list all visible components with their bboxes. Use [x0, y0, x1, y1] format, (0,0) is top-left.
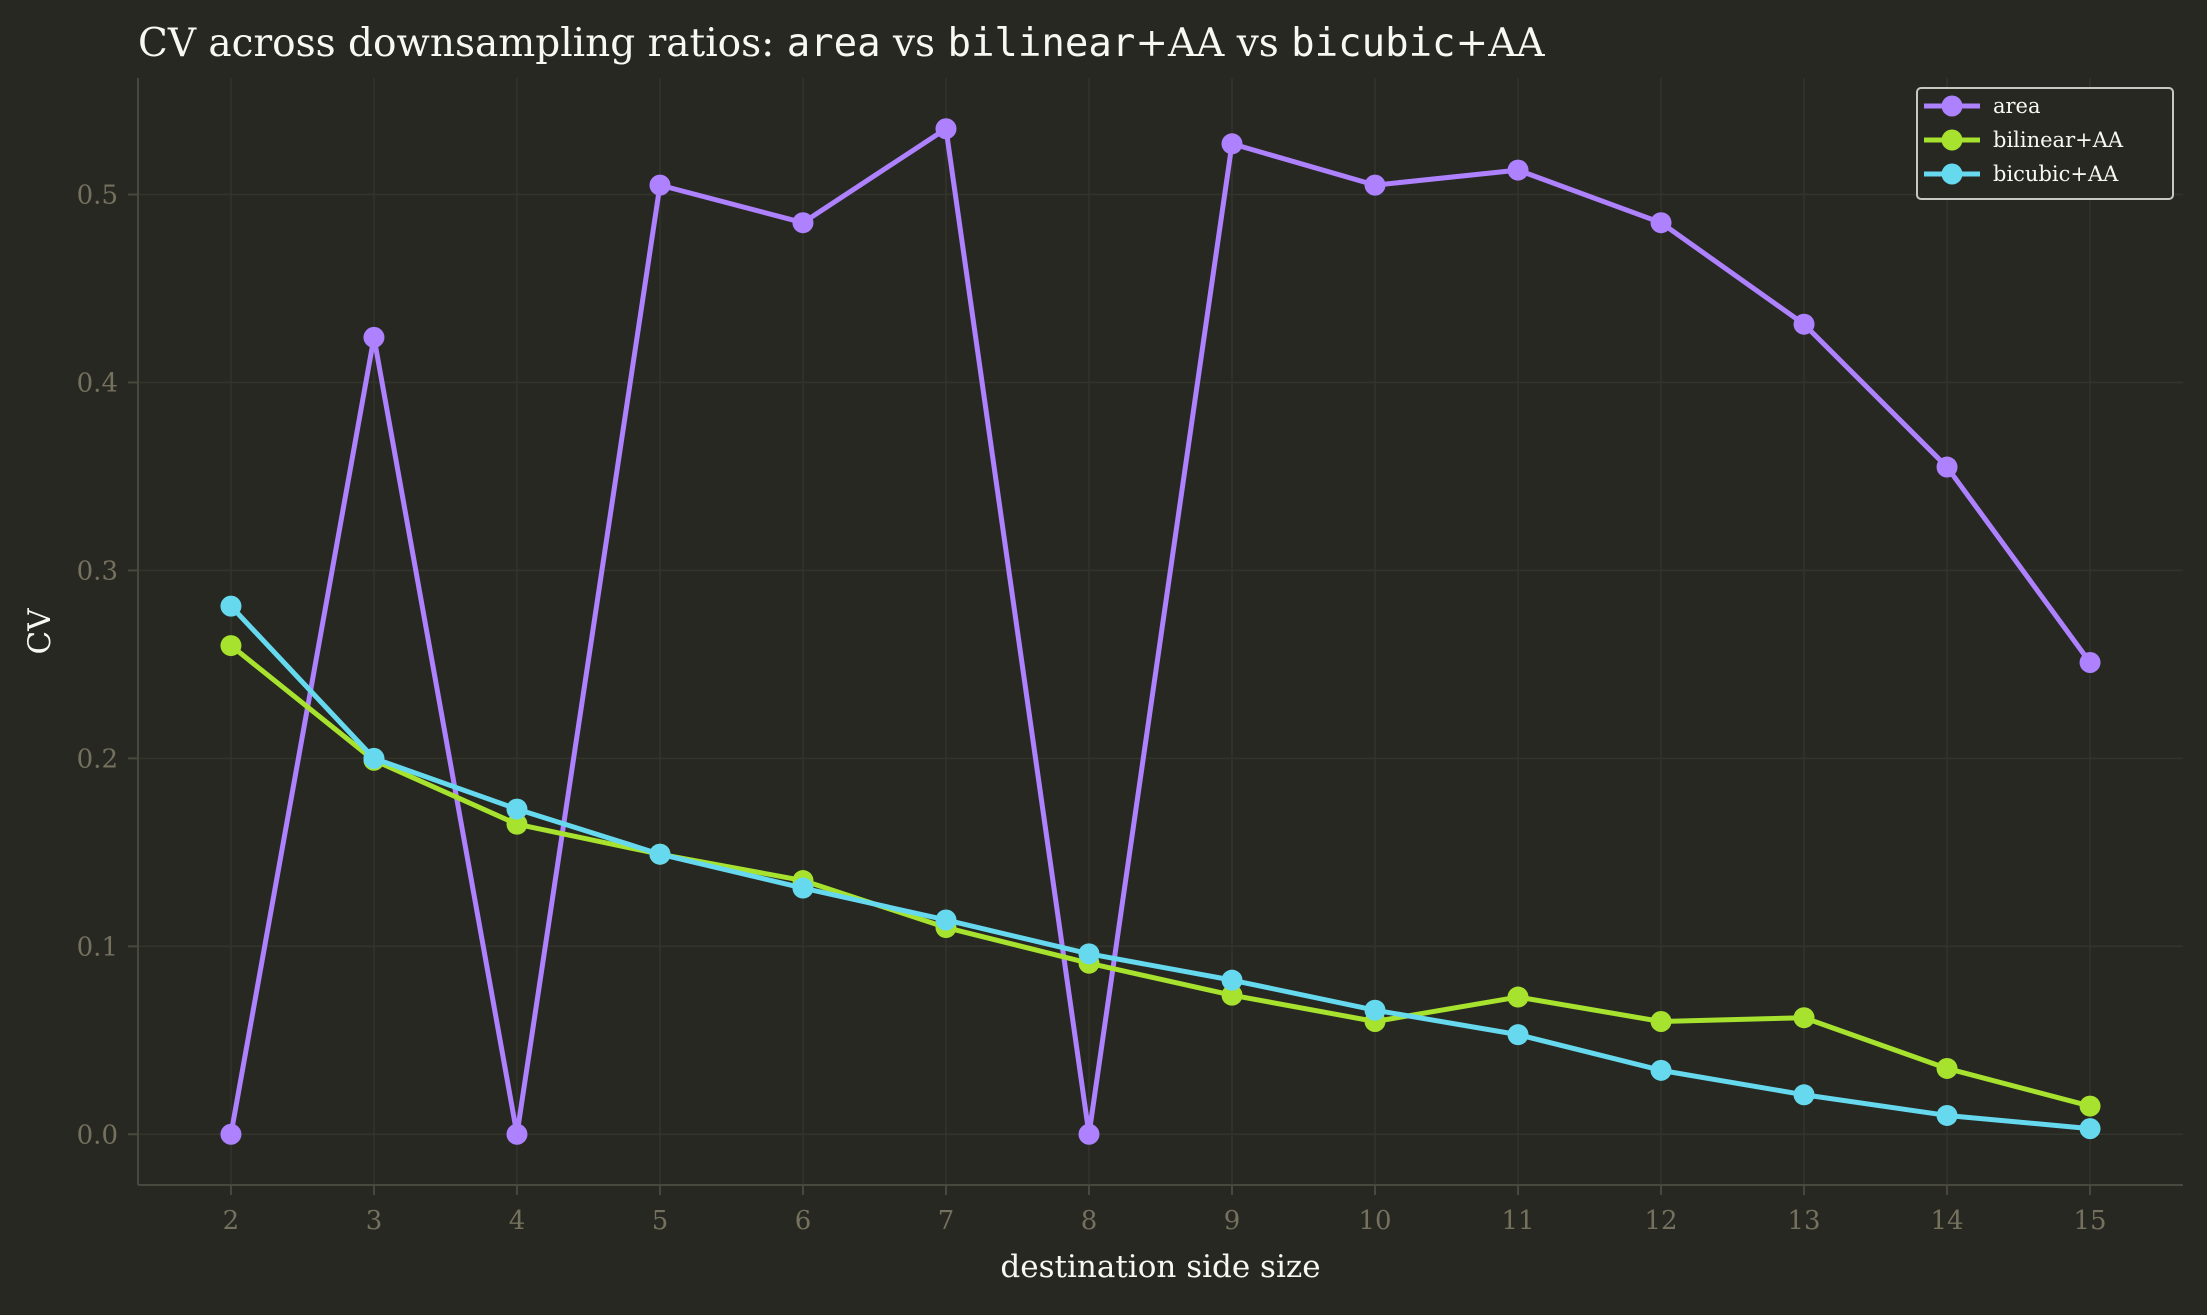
legend-entries: area bilinear+AA bicubic+AA: [1924, 94, 2124, 186]
legend-label: area: [1993, 94, 2041, 118]
x-tick-label: 8: [1081, 1206, 1098, 1236]
title-part: +AA: [1456, 21, 1546, 66]
data-point: [2079, 1095, 2101, 1117]
data-point: [649, 174, 671, 196]
series-bicubic-aa: [220, 595, 2101, 1140]
data-point: [1221, 984, 1243, 1006]
data-point: [1364, 174, 1386, 196]
title-part: area: [787, 21, 881, 66]
y-tick-label: 0.3: [77, 556, 118, 586]
chart-title: CV across downsampling ratios: area vs b…: [138, 21, 1545, 66]
series-line: [229, 604, 2091, 1132]
x-tick-label: 4: [509, 1206, 526, 1236]
x-axis-label: destination side size: [1000, 1249, 1320, 1285]
y-ticks: 0.0 0.1 0.2 0.3 0.4 0.5: [77, 181, 138, 1150]
x-tick-label: 14: [1930, 1206, 1963, 1236]
data-point: [1078, 1123, 1100, 1145]
x-tick-label: 12: [1644, 1206, 1677, 1236]
legend-swatch-marker: [1941, 95, 1963, 117]
legend-entry: bilinear+AA: [1924, 128, 2124, 152]
x-tick-label: 15: [2073, 1206, 2106, 1236]
legend-swatch-marker: [1941, 129, 1963, 151]
data-point: [506, 798, 528, 820]
title-part: CV across downsampling ratios:: [138, 21, 787, 66]
data-point: [220, 635, 242, 657]
axes: [137, 78, 2183, 1186]
data-point: [363, 326, 385, 348]
legend-entry: area: [1924, 94, 2041, 118]
data-point: [220, 595, 242, 617]
title-part: vs: [881, 21, 948, 66]
data-point: [1936, 1057, 1958, 1079]
title-part: +AA vs: [1135, 21, 1291, 66]
data-point: [506, 1123, 528, 1145]
y-axis-label: CV: [22, 608, 58, 655]
title-part: bilinear: [947, 21, 1135, 66]
y-tick-label: 0.1: [77, 932, 118, 962]
series-line: [228, 126, 2093, 1137]
data-point: [1221, 969, 1243, 991]
data-point: [649, 843, 671, 865]
y-tick-label: 0.0: [77, 1120, 118, 1150]
data-point: [1936, 1104, 1958, 1126]
x-tick-label: 6: [795, 1206, 812, 1236]
data-point: [1793, 1007, 1815, 1029]
data-point: [1936, 456, 1958, 478]
data-point: [1078, 943, 1100, 965]
data-point: [1364, 999, 1386, 1021]
series: [220, 118, 2101, 1145]
data-point: [792, 877, 814, 899]
data-point: [1793, 1084, 1815, 1106]
data-point: [1650, 212, 1672, 234]
y-tick-label: 0.2: [77, 744, 118, 774]
y-tick-label: 0.4: [77, 368, 118, 398]
data-point: [1650, 1059, 1672, 1081]
x-tick-label: 10: [1358, 1206, 1391, 1236]
data-point: [1650, 1010, 1672, 1032]
x-tick-label: 7: [938, 1206, 955, 1236]
data-point: [1507, 159, 1529, 181]
series-area: [220, 118, 2101, 1145]
legend-label: bicubic+AA: [1993, 162, 2119, 186]
data-point: [2079, 1118, 2101, 1140]
legend-label: bilinear+AA: [1993, 128, 2124, 152]
data-point: [363, 747, 385, 769]
data-point: [935, 118, 957, 140]
x-tick-label: 9: [1224, 1206, 1241, 1236]
series-line: [229, 643, 2091, 1109]
data-point: [1507, 986, 1529, 1008]
title-part: bicubic: [1291, 21, 1455, 66]
x-ticks: 2 3 4 5 6 7 8 9 10 11 12 13 14 15: [223, 1185, 2107, 1236]
x-tick-label: 11: [1501, 1206, 1534, 1236]
data-point: [506, 813, 528, 835]
legend-box: [1916, 87, 2174, 200]
x-tick-label: 3: [366, 1206, 383, 1236]
data-point: [1507, 1024, 1529, 1046]
data-point: [935, 909, 957, 931]
x-tick-label: 13: [1787, 1206, 1820, 1236]
data-point: [1221, 133, 1243, 155]
legend-entry: bicubic+AA: [1924, 162, 2119, 186]
data-point: [792, 212, 814, 234]
x-tick-label: 2: [223, 1206, 240, 1236]
x-tick-label: 5: [652, 1206, 669, 1236]
data-point: [1793, 313, 1815, 335]
legend: area bilinear+AA bicubic+AA: [1916, 87, 2174, 200]
legend-swatch-marker: [1941, 163, 1963, 185]
y-tick-label: 0.5: [77, 181, 118, 211]
data-point: [220, 1123, 242, 1145]
data-point: [2079, 652, 2101, 674]
